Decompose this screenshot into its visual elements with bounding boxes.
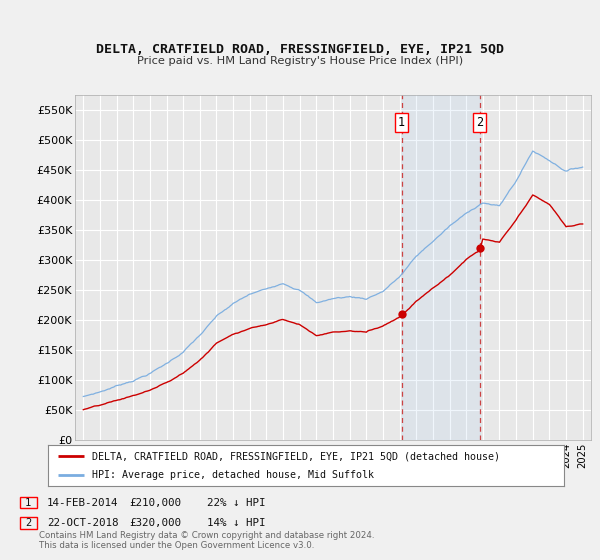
Text: 1: 1 [398,116,405,129]
Text: 14-FEB-2014: 14-FEB-2014 [47,498,118,508]
Text: Price paid vs. HM Land Registry's House Price Index (HPI): Price paid vs. HM Land Registry's House … [137,56,463,66]
Text: 22-OCT-2018: 22-OCT-2018 [47,518,118,528]
Text: 1: 1 [25,498,31,508]
Text: £210,000: £210,000 [129,498,181,508]
Text: 14% ↓ HPI: 14% ↓ HPI [207,518,265,528]
Text: HPI: Average price, detached house, Mid Suffolk: HPI: Average price, detached house, Mid … [92,470,374,479]
Bar [401,95,479,440]
Text: 2: 2 [476,116,483,129]
Text: DELTA, CRATFIELD ROAD, FRESSINGFIELD, EYE, IP21 5QD: DELTA, CRATFIELD ROAD, FRESSINGFIELD, EY… [96,43,504,56]
Text: 2: 2 [25,518,31,528]
Text: £320,000: £320,000 [129,518,181,528]
Text: DELTA, CRATFIELD ROAD, FRESSINGFIELD, EYE, IP21 5QD (detached house): DELTA, CRATFIELD ROAD, FRESSINGFIELD, EY… [92,451,500,461]
Text: Contains HM Land Registry data © Crown copyright and database right 2024.
This d: Contains HM Land Registry data © Crown c… [39,531,374,550]
Text: 22% ↓ HPI: 22% ↓ HPI [207,498,265,508]
